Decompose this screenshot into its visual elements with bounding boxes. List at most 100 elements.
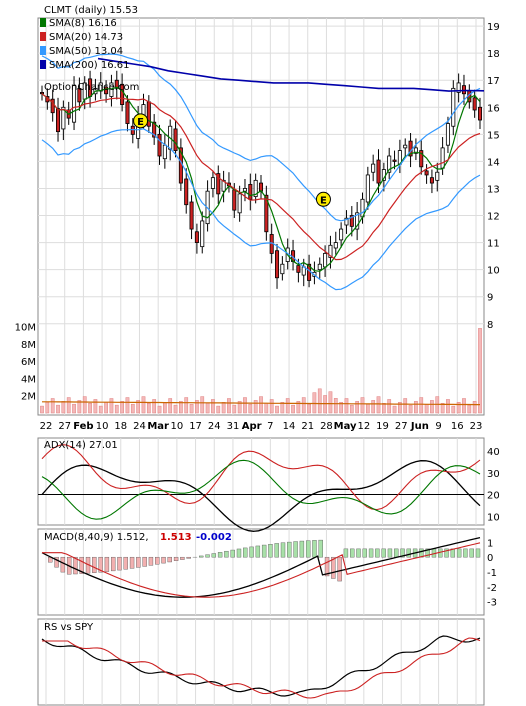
volume-bar <box>221 402 226 414</box>
volume-bar <box>280 402 285 414</box>
volume-bar <box>264 402 269 414</box>
volume-bar <box>173 404 178 414</box>
candle-body <box>456 82 461 93</box>
macd-histogram-bar <box>205 554 210 558</box>
candle-body <box>296 265 301 273</box>
macd-tick-label: -3 <box>487 598 497 609</box>
x-tick-label: 17 <box>189 421 202 432</box>
candle-body <box>323 253 328 268</box>
volume-bar <box>40 405 44 414</box>
candle-body <box>104 86 109 95</box>
volume-bar <box>168 398 173 414</box>
volume-bar <box>451 405 456 414</box>
volume-bar <box>472 401 477 414</box>
macd-histogram-bar <box>406 548 412 558</box>
volume-bar <box>360 397 365 414</box>
volume-bar <box>403 398 408 414</box>
macd-histogram-bar <box>155 556 160 565</box>
x-tick-label: 23 <box>470 421 483 432</box>
candle-body <box>440 147 445 169</box>
adx-tick-label: 10 <box>487 512 500 523</box>
macd-histogram-bar <box>381 548 386 558</box>
macd-histogram-bar <box>456 548 462 558</box>
candle-body <box>210 177 215 189</box>
volume-bar <box>259 396 263 414</box>
candle-body <box>200 220 205 248</box>
macd-histogram-bar <box>394 548 399 558</box>
candle-body <box>392 159 397 162</box>
macd-histogram-bar <box>224 550 229 558</box>
candle-body <box>157 133 162 157</box>
candle-body <box>387 155 392 173</box>
macd-histogram-bar <box>305 540 311 558</box>
candle-body <box>114 79 119 89</box>
volume-bar <box>130 403 135 414</box>
macd-histogram-bar <box>98 556 103 573</box>
macd-histogram-bar <box>117 556 122 571</box>
x-tick-label: 27 <box>58 421 71 432</box>
candle-body <box>130 125 135 135</box>
macd-histogram-bar <box>324 556 330 577</box>
volume-bar <box>387 399 392 414</box>
volume-bar <box>88 402 92 414</box>
macd-histogram-bar <box>356 548 361 558</box>
volume-bar <box>301 397 306 414</box>
candle-body <box>333 242 338 249</box>
volume-bar <box>104 402 108 414</box>
macd-histogram-bar <box>425 548 430 558</box>
candle-body <box>344 217 349 226</box>
volume-bar <box>45 402 50 414</box>
macd-histogram-bar <box>469 548 474 558</box>
macd-histogram-bar <box>142 556 147 567</box>
rs-line <box>41 635 481 697</box>
legend-entry: SMA(8) 16.16 <box>49 18 117 29</box>
x-tick-label: 21 <box>301 421 314 432</box>
candle-body <box>435 171 440 181</box>
sma200-line <box>97 57 485 92</box>
volume-bar <box>184 397 189 414</box>
volume-bar <box>430 400 434 414</box>
earnings-marker-label: E <box>320 195 327 206</box>
di-plus-line <box>41 444 481 511</box>
x-tick-label: Jun <box>410 421 429 432</box>
chart-title: CLMT (daily) 15.53 <box>44 5 138 16</box>
macd-histogram-bar <box>318 539 323 558</box>
volume-bar <box>77 400 82 414</box>
candle-body <box>152 121 157 138</box>
candle-body <box>429 177 434 184</box>
legend-swatch <box>40 32 46 41</box>
volume-bar <box>323 395 327 414</box>
bollinger-upper-line <box>41 53 481 222</box>
volume-bar <box>136 400 141 414</box>
candle-body <box>77 87 82 103</box>
legend-entry: SMA(200) 16.61 <box>49 60 130 71</box>
macd-histogram-bar <box>161 556 166 564</box>
candle-body <box>339 228 344 241</box>
rs-label: RS vs SPY <box>44 622 94 633</box>
macd-histogram-bar <box>54 556 59 568</box>
y-tick-label: 10 <box>487 266 500 277</box>
candle-body <box>248 184 253 200</box>
adx-tick-label: 20 <box>487 491 500 502</box>
macd-histogram-bar <box>287 541 292 558</box>
macd-histogram-bar <box>249 546 254 558</box>
volume-bar <box>365 403 370 414</box>
volume-bar <box>339 402 343 414</box>
candle-body <box>56 108 61 133</box>
x-tick-label: 7 <box>267 421 273 432</box>
volume-bar <box>355 401 360 414</box>
macd-tick-label: -1 <box>487 568 497 579</box>
y-tick-label: 17 <box>487 76 500 87</box>
candle-body <box>242 188 247 192</box>
candle-body <box>403 144 408 149</box>
macd-histogram-bar <box>186 556 191 559</box>
legend-entry: SMA(50) 13.04 <box>49 46 123 57</box>
volume-bar <box>446 399 450 414</box>
candle-body <box>125 101 130 124</box>
macd-panel <box>37 528 485 616</box>
adx-label: ADX(14) 27.01 <box>44 440 118 451</box>
volume-bar <box>189 403 194 414</box>
candle-body <box>413 147 418 154</box>
volume-bar <box>157 405 162 414</box>
